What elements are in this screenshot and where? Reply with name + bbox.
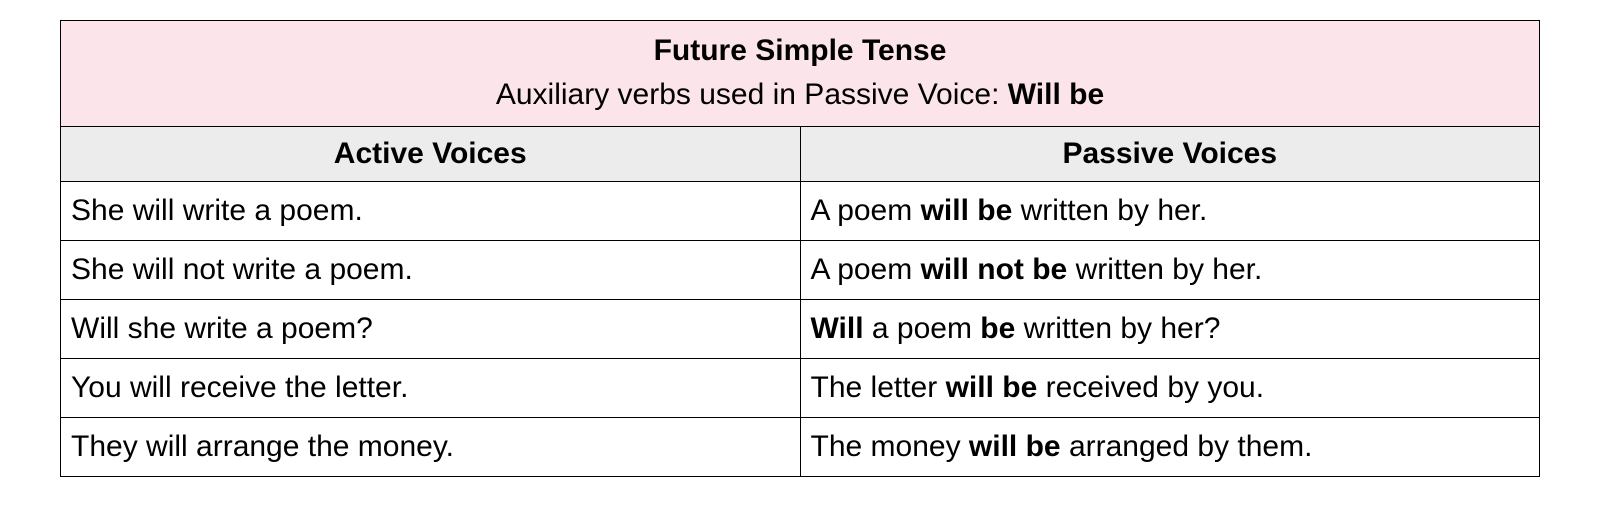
passive-voice-cell: A poem will be written by her. [800,182,1540,241]
active-voice-cell: She will not write a poem. [61,241,801,300]
passive-bold-text: will not be [921,253,1068,286]
column-header-active: Active Voices [61,127,801,182]
tense-table: Future Simple Tense Auxiliary verbs used… [60,20,1540,477]
table-row: She will write a poem.A poem will be wri… [61,182,1540,241]
passive-text: written by her. [1012,194,1207,227]
passive-text: The money [811,430,969,463]
passive-text: written by her. [1067,253,1262,286]
passive-text: A poem [811,194,921,227]
active-voice-cell: They will arrange the money. [61,418,801,477]
passive-text: A poem [811,253,921,286]
active-voice-cell: She will write a poem. [61,182,801,241]
table-row: Will she write a poem?Will a poem be wri… [61,300,1540,359]
table-row: They will arrange the money.The money wi… [61,418,1540,477]
passive-text: arranged by them. [1061,430,1313,463]
table-subtitle-bold: Will be [1008,78,1104,111]
passive-bold-text: will be [946,371,1038,404]
table-title-cell: Future Simple Tense Auxiliary verbs used… [61,21,1540,127]
passive-text: a poem [864,312,981,345]
passive-voice-cell: The money will be arranged by them. [800,418,1540,477]
column-header-passive: Passive Voices [800,127,1540,182]
passive-text: The letter [811,371,946,404]
passive-bold-text: be [980,312,1015,345]
active-voice-cell: You will receive the letter. [61,359,801,418]
passive-voice-cell: A poem will not be written by her. [800,241,1540,300]
passive-voice-cell: Will a poem be written by her? [800,300,1540,359]
passive-voice-cell: The letter will be received by you. [800,359,1540,418]
active-voice-cell: Will she write a poem? [61,300,801,359]
passive-text: written by her? [1015,312,1220,345]
passive-bold-text: will be [969,430,1061,463]
passive-bold-text: Will [811,312,864,345]
table-title: Future Simple Tense [654,34,947,67]
passive-bold-text: will be [921,194,1013,227]
passive-text: received by you. [1037,371,1264,404]
table-row: She will not write a poem.A poem will no… [61,241,1540,300]
table-subtitle-prefix: Auxiliary verbs used in Passive Voice: [496,78,1008,111]
table-row: You will receive the letter.The letter w… [61,359,1540,418]
